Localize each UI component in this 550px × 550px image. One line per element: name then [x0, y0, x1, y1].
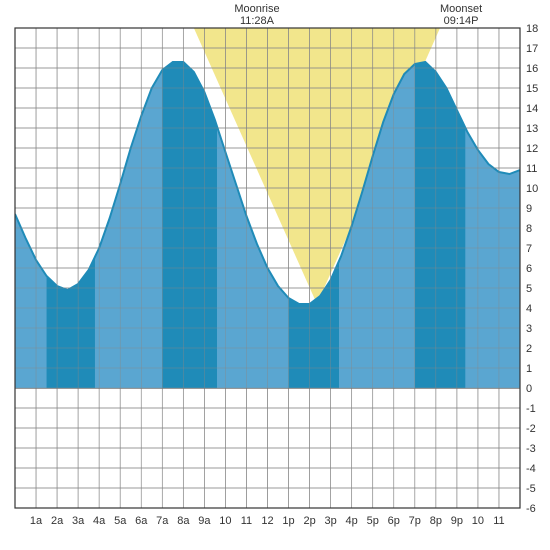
x-tick-label: 4p	[346, 515, 358, 527]
y-tick-label: 8	[526, 223, 532, 235]
y-tick-label: 9	[526, 203, 532, 215]
x-tick-label: 8a	[177, 515, 190, 527]
x-tick-label: 1p	[282, 515, 294, 527]
x-tick-label: 12	[261, 515, 273, 527]
x-tick-label: 11	[493, 515, 504, 527]
y-tick-label: -4	[526, 463, 536, 475]
y-tick-label: 3	[526, 323, 532, 335]
y-tick-label: 7	[526, 243, 532, 255]
y-tick-label: 18	[526, 23, 538, 35]
moonrise-time: 11:28A	[240, 15, 275, 27]
y-tick-label: 14	[526, 103, 538, 115]
x-tick-label: 5p	[367, 515, 379, 527]
y-tick-label: 2	[526, 343, 532, 355]
y-tick-label: -6	[526, 503, 536, 515]
x-tick-label: 3a	[72, 515, 85, 527]
x-tick-label: 4a	[93, 515, 106, 527]
y-tick-label: 13	[526, 123, 538, 135]
x-tick-label: 2p	[303, 515, 315, 527]
y-tick-label: 4	[526, 303, 532, 315]
x-tick-label: 11	[241, 515, 252, 527]
x-tick-label: 1a	[30, 515, 43, 527]
y-tick-label: -1	[526, 403, 536, 415]
x-tick-label: 7p	[409, 515, 421, 527]
chart-svg: 1817161514131211109876543210-1-2-3-4-5-6…	[0, 0, 550, 550]
y-tick-label: -5	[526, 483, 536, 495]
y-tick-label: 10	[526, 183, 538, 195]
y-tick-label: 15	[526, 83, 538, 95]
x-tick-label: 6a	[135, 515, 148, 527]
x-tick-label: 2a	[51, 515, 64, 527]
y-tick-label: 12	[526, 143, 538, 155]
x-tick-label: 6p	[388, 515, 400, 527]
y-tick-label: -2	[526, 423, 536, 435]
x-tick-label: 5a	[114, 515, 127, 527]
tide-chart: 1817161514131211109876543210-1-2-3-4-5-6…	[0, 0, 550, 550]
y-tick-label: 17	[526, 43, 538, 55]
x-tick-label: 7a	[156, 515, 169, 527]
x-tick-label: 9a	[198, 515, 211, 527]
y-tick-label: 5	[526, 283, 532, 295]
moonset-label: Moonset	[440, 3, 482, 15]
y-tick-label: 6	[526, 263, 532, 275]
x-tick-label: 10	[472, 515, 484, 527]
y-tick-label: 16	[526, 63, 538, 75]
x-tick-label: 10	[219, 515, 231, 527]
moonset-time: 09:14P	[444, 15, 479, 27]
moonrise-label: Moonrise	[234, 3, 279, 15]
x-tick-label: 8p	[430, 515, 442, 527]
y-tick-label: 1	[526, 363, 532, 375]
y-tick-label: 11	[526, 163, 537, 175]
x-tick-label: 3p	[325, 515, 337, 527]
y-tick-label: 0	[526, 383, 532, 395]
x-tick-label: 9p	[451, 515, 463, 527]
y-tick-label: -3	[526, 443, 536, 455]
